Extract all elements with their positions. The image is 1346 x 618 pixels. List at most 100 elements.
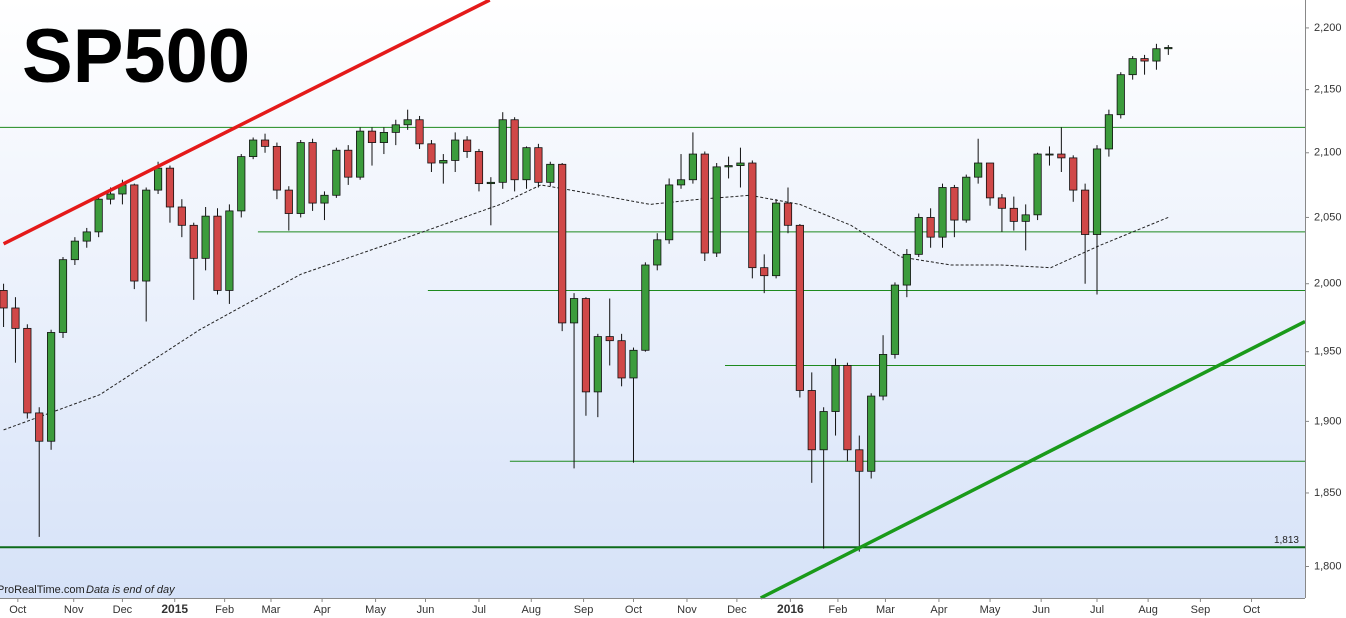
x-tick-label: May bbox=[365, 604, 386, 616]
candle-body bbox=[177, 206, 186, 226]
candle-body bbox=[58, 259, 68, 333]
candle-body bbox=[855, 449, 864, 472]
candle-body bbox=[795, 224, 804, 391]
candle-body bbox=[926, 217, 935, 238]
candle-body bbox=[1152, 48, 1161, 62]
x-tick-label: Aug bbox=[521, 604, 541, 616]
x-tick-label: Jul bbox=[472, 604, 486, 616]
candle-body bbox=[367, 130, 377, 143]
candle-body bbox=[593, 336, 602, 393]
candle-body bbox=[938, 187, 947, 238]
y-tick-label: 2,100 bbox=[1314, 147, 1342, 159]
candle-body bbox=[783, 202, 793, 226]
x-tick-label: May bbox=[980, 604, 1001, 616]
candle-body bbox=[1045, 153, 1054, 156]
candle-body bbox=[165, 167, 175, 208]
y-tick-label: 2,150 bbox=[1314, 84, 1342, 96]
candle-body bbox=[736, 162, 745, 166]
x-tick-label: Jul bbox=[1090, 604, 1104, 616]
candle-body bbox=[213, 215, 222, 291]
candle-body bbox=[617, 340, 626, 379]
candle-body bbox=[1033, 153, 1042, 216]
candle-body bbox=[676, 179, 686, 186]
candle-body bbox=[546, 163, 555, 183]
candle-body bbox=[391, 124, 400, 133]
candle-body bbox=[914, 217, 923, 255]
candle-body bbox=[463, 139, 472, 152]
x-tick-label: Feb bbox=[828, 604, 847, 616]
candle-body bbox=[332, 149, 341, 196]
y-tick-label: 2,050 bbox=[1314, 211, 1342, 223]
candle-body bbox=[974, 162, 983, 178]
candle-body bbox=[878, 354, 888, 397]
candle-body bbox=[153, 167, 163, 191]
candle-body bbox=[498, 119, 507, 183]
candle-body bbox=[249, 139, 258, 158]
x-tick-label: Aug bbox=[1138, 604, 1158, 616]
y-tick-label: 1,950 bbox=[1314, 346, 1342, 358]
candle-body bbox=[1140, 58, 1149, 62]
trend-line bbox=[2, 0, 491, 246]
candle-body bbox=[1128, 58, 1137, 76]
y-tick-label: 2,000 bbox=[1314, 278, 1342, 290]
candle-body bbox=[712, 166, 721, 254]
candle-body bbox=[225, 210, 234, 291]
candle-body bbox=[890, 284, 900, 355]
candle-body bbox=[997, 197, 1007, 209]
trend-line bbox=[759, 320, 1306, 600]
candle-body bbox=[35, 412, 44, 442]
candle-body bbox=[70, 240, 79, 261]
candle-body bbox=[284, 189, 293, 214]
candle-body bbox=[748, 162, 757, 269]
x-tick-label: Dec bbox=[113, 604, 133, 616]
candle-body bbox=[902, 253, 911, 286]
x-tick-label: 2016 bbox=[777, 602, 804, 616]
x-tick-label: Nov bbox=[64, 604, 84, 616]
candle-body bbox=[451, 139, 460, 161]
x-tick-label: Jun bbox=[1032, 604, 1050, 616]
candle-body bbox=[641, 264, 650, 351]
x-tick-label: Oct bbox=[625, 604, 642, 616]
candle-body bbox=[260, 139, 270, 147]
candle-body bbox=[106, 193, 115, 200]
candle-body bbox=[142, 189, 151, 282]
x-tick-label: Jun bbox=[417, 604, 435, 616]
y-tick-label: 1,900 bbox=[1314, 415, 1342, 427]
candle-body bbox=[1081, 189, 1090, 235]
candle-body bbox=[237, 156, 246, 212]
candle-body bbox=[344, 149, 353, 178]
x-tick-label: Feb bbox=[215, 604, 234, 616]
moving-average bbox=[3, 184, 1169, 431]
candle-body bbox=[439, 160, 448, 164]
candle-body bbox=[1164, 47, 1173, 50]
candle-body bbox=[724, 165, 733, 168]
candle-body bbox=[558, 163, 567, 324]
plot-background bbox=[0, 0, 1305, 598]
chart-title: SP500 bbox=[22, 14, 250, 99]
x-tick-label: Sep bbox=[574, 604, 594, 616]
candle-body bbox=[379, 131, 388, 143]
candle-body bbox=[272, 145, 282, 191]
y-tick-label: 2,200 bbox=[1314, 22, 1342, 34]
candle-body bbox=[94, 198, 103, 233]
candle-body bbox=[1069, 157, 1078, 191]
candle-body bbox=[0, 290, 8, 309]
candle-body bbox=[1021, 214, 1030, 222]
candle-body bbox=[700, 153, 709, 254]
candle-body bbox=[819, 411, 828, 451]
candle-body bbox=[320, 194, 329, 204]
candle-body bbox=[688, 153, 697, 181]
x-tick-label: Oct bbox=[1243, 604, 1260, 616]
candle-body bbox=[11, 307, 20, 329]
candle-body bbox=[985, 162, 995, 199]
candle-body bbox=[201, 215, 210, 259]
candle-body bbox=[867, 395, 876, 472]
candle-body bbox=[522, 147, 531, 181]
candle-body bbox=[807, 390, 816, 451]
candle-body bbox=[1092, 148, 1102, 235]
candle-body bbox=[47, 332, 56, 442]
candle-body bbox=[427, 143, 436, 164]
candle-body bbox=[1116, 74, 1125, 116]
candle-body bbox=[653, 239, 662, 266]
candle-body bbox=[403, 119, 412, 126]
